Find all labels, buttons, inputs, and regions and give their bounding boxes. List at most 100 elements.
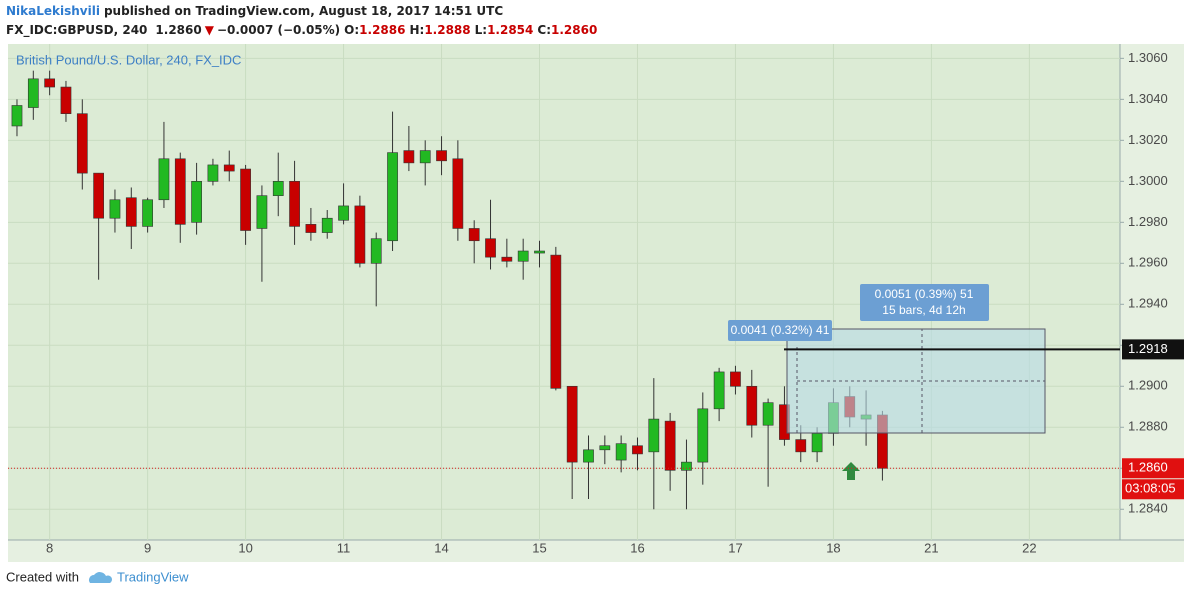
candle-body xyxy=(419,150,431,164)
candle-body xyxy=(142,199,153,227)
measure-label: 0.0051 (0.39%) 51 xyxy=(875,287,974,301)
x-tick-label: 22 xyxy=(1022,540,1036,555)
candle-body xyxy=(599,445,611,451)
measure-label: 0.0041 (0.32%) 41 xyxy=(731,323,830,337)
y-tick-label: 1.2980 xyxy=(1128,214,1168,229)
candle-body xyxy=(305,224,317,233)
candle-body xyxy=(27,78,39,108)
candle-body xyxy=(403,150,415,164)
candle-body xyxy=(158,158,170,201)
footer-text: Created with xyxy=(6,569,79,584)
x-tick-label: 11 xyxy=(337,540,351,555)
countdown-tag xyxy=(1122,479,1184,500)
author[interactable]: NikaLekishvili xyxy=(6,4,100,18)
candle-body xyxy=(501,256,513,262)
x-tick-label: 18 xyxy=(826,540,840,555)
price-tags: 1.2918 1.2860 03:08:05 xyxy=(8,339,1184,500)
x-tick-label: 14 xyxy=(434,540,448,555)
candle-body xyxy=(272,181,284,196)
candle-body xyxy=(746,385,758,426)
candle-body xyxy=(468,228,480,242)
candle-body xyxy=(354,205,366,264)
candle-body xyxy=(387,152,398,242)
candle-body xyxy=(436,150,447,162)
change: −0.0007 (−0.05%) xyxy=(217,23,340,37)
x-tick-label: 16 xyxy=(630,540,644,555)
measure-tool: 0.0041 (0.32%) 41 0.0051 (0.39%) 51 15 b… xyxy=(728,284,1046,434)
o: 1.2886 xyxy=(359,23,405,37)
candle-body xyxy=(76,113,88,174)
candle-body xyxy=(11,105,23,127)
candle-body xyxy=(125,197,137,227)
candle-body xyxy=(370,238,382,264)
candle-body xyxy=(762,402,774,426)
header-line-1: NikaLekishvili published on TradingView.c… xyxy=(6,4,503,18)
header-line-2: FX_IDC:GBPUSD, 240 1.2860 ▼ −0.0007 (−0.05%… xyxy=(6,23,597,38)
y-tick-label: 1.2960 xyxy=(1128,255,1168,270)
h: 1.2888 xyxy=(424,23,470,37)
footer-brand[interactable]: TradingView xyxy=(117,569,189,584)
candle-body xyxy=(223,164,235,172)
candle-body xyxy=(664,420,676,471)
candle-body xyxy=(207,164,219,182)
candle-body xyxy=(550,254,562,389)
candle-body xyxy=(485,238,496,258)
candle-body xyxy=(534,250,545,254)
c-label: C: xyxy=(537,23,551,37)
price-tag-label: 1.2918 xyxy=(1128,341,1168,356)
y-tick-label: 1.2940 xyxy=(1128,296,1168,311)
candle-body xyxy=(256,195,268,229)
candle-body xyxy=(60,86,72,114)
y-tick-label: 1.3060 xyxy=(1128,50,1168,65)
h-label: H: xyxy=(409,23,424,37)
candle-body xyxy=(174,158,186,225)
chart-title: British Pound/U.S. Dollar, 240, FX_IDC xyxy=(16,52,241,67)
candle-body xyxy=(632,445,643,455)
x-tick-label: 9 xyxy=(144,540,151,555)
o-label: O: xyxy=(344,23,359,37)
candle-body xyxy=(44,78,56,88)
candle-body xyxy=(648,418,660,453)
arrow-up-icon xyxy=(842,462,860,480)
x-tick-label: 21 xyxy=(924,540,938,555)
price-tag-label: 1.2860 xyxy=(1128,460,1168,475)
published: published on TradingView.com, August 18,… xyxy=(104,4,503,18)
price-tag xyxy=(1122,339,1184,360)
candles xyxy=(11,70,888,510)
y-tick-label: 1.3000 xyxy=(1128,173,1168,188)
x-tick-label: 15 xyxy=(532,540,546,555)
candle-body xyxy=(517,250,529,262)
candle-body xyxy=(583,449,594,463)
candle-body xyxy=(240,168,251,231)
measure-label: 15 bars, 4d 12h xyxy=(882,303,965,317)
symbol: FX_IDC:GBPUSD, 240 xyxy=(6,23,147,38)
candle-body xyxy=(811,433,823,453)
candle-body xyxy=(566,385,578,463)
candle-body xyxy=(452,158,464,229)
y-tick-label: 1.2880 xyxy=(1128,419,1168,434)
time-axis xyxy=(8,540,1184,562)
candle-body xyxy=(730,371,741,387)
candle-body xyxy=(681,461,692,471)
candle-body xyxy=(191,181,202,223)
candle-body xyxy=(697,408,709,463)
last: 1.2860 xyxy=(155,23,201,37)
measure-box xyxy=(786,328,1046,434)
candle-body xyxy=(338,205,349,221)
footer: Created with TradingView xyxy=(6,569,189,584)
price-tag xyxy=(1122,458,1184,479)
l: 1.2854 xyxy=(487,23,533,37)
x-tick-label: 17 xyxy=(728,540,742,555)
candle-body xyxy=(713,371,725,410)
candle-body xyxy=(289,181,300,227)
y-tick-label: 1.2840 xyxy=(1128,501,1168,516)
x-tick-label: 10 xyxy=(238,540,252,555)
c: 1.2860 xyxy=(551,23,597,37)
logo[interactable] xyxy=(89,572,113,583)
measure-label-box xyxy=(860,284,989,321)
price-axis xyxy=(1120,44,1184,540)
x-tick-label: 8 xyxy=(46,540,53,555)
countdown: 03:08:05 xyxy=(1125,481,1176,496)
candle-body xyxy=(615,443,627,461)
